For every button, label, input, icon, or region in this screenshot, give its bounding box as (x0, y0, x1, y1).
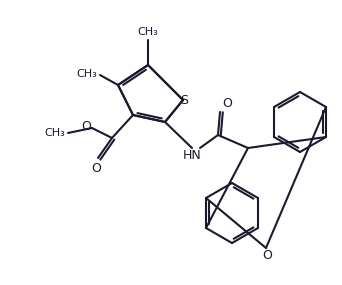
Text: HN: HN (183, 149, 201, 162)
Text: O: O (91, 162, 101, 175)
Text: O: O (222, 97, 232, 110)
Text: CH₃: CH₃ (44, 128, 65, 138)
Text: O: O (81, 121, 91, 133)
Text: O: O (262, 249, 272, 262)
Text: CH₃: CH₃ (76, 69, 97, 79)
Text: CH₃: CH₃ (137, 27, 158, 37)
Text: S: S (180, 95, 188, 107)
